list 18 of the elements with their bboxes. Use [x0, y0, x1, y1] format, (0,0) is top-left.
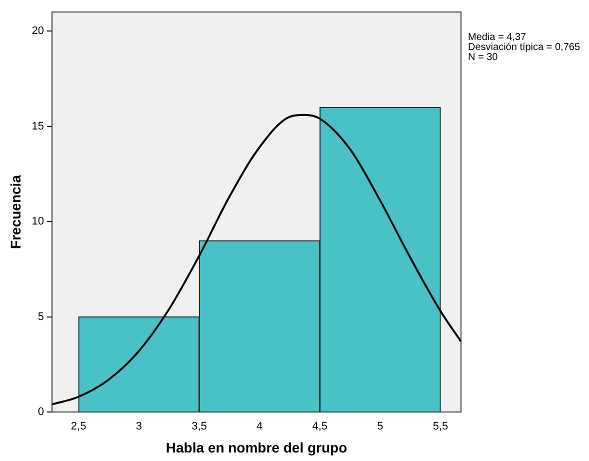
y-tick-label: 20 [32, 25, 44, 38]
x-tick-label: 5 [377, 420, 384, 433]
x-tick-label: 5,5 [432, 420, 448, 433]
text: N = 30 [468, 52, 499, 63]
y-axis-title: Frecuencia [7, 174, 24, 249]
y-tick-label: 10 [32, 216, 44, 228]
x-tick-label: 4,5 [312, 420, 328, 433]
line-series [52, 114, 461, 406]
y-tick-label: 0 [38, 406, 44, 418]
text: Desviación típica = 0,765 [468, 42, 580, 53]
x-tick-label: 3,5 [192, 420, 207, 433]
text: Media = 4,37 [468, 32, 526, 43]
x-tick-label: 4 [256, 420, 263, 433]
x-axis-title: Habla en nombre del grupo [166, 439, 348, 456]
y-tick-label: 5 [38, 310, 44, 323]
x-tick-label: 2,5 [70, 420, 86, 433]
y-tick-label: 15 [32, 120, 44, 132]
x-tick-label: 3 [136, 420, 142, 433]
